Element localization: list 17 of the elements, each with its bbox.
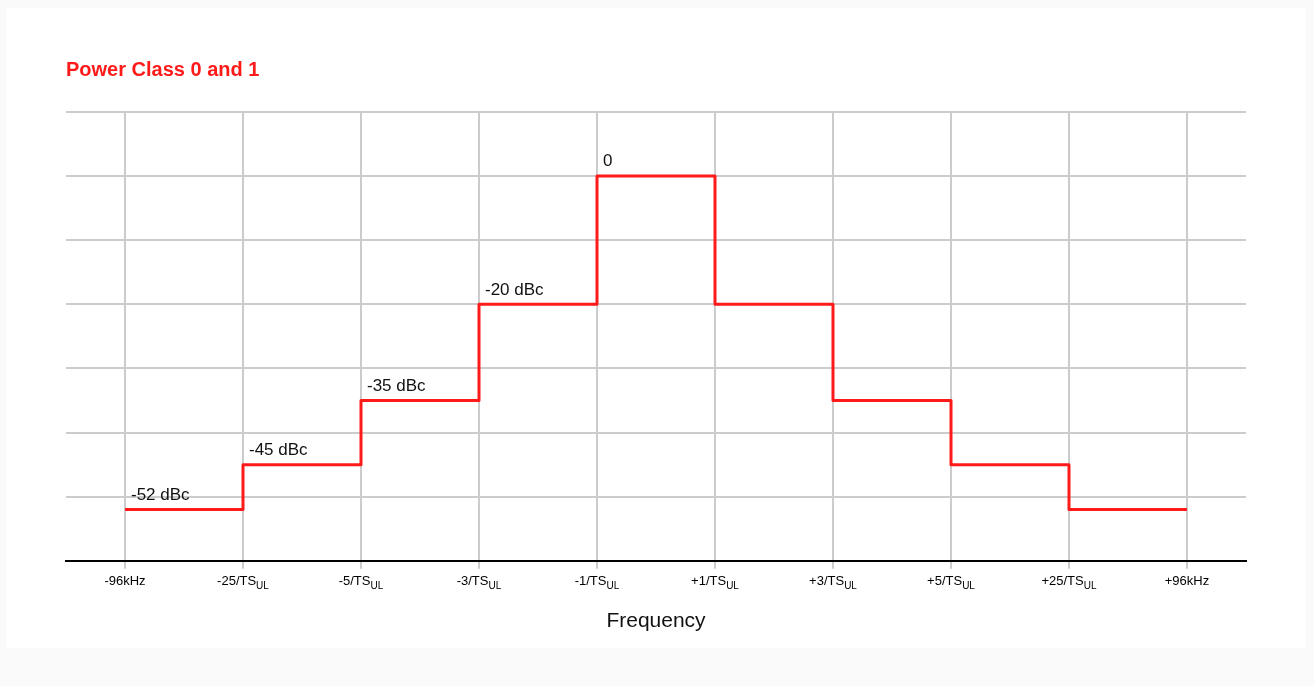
x-tick-label: -1/TS$_{UL}$: [574, 572, 620, 591]
data-label: -35 dBc: [367, 375, 427, 395]
x-tick-label: +3/TS$_{UL}$: [809, 572, 857, 591]
data-label: -20 dBc: [485, 279, 545, 299]
x-axis-title: Frequency: [606, 608, 707, 632]
x-tick-label: -3/TS$_{UL}$: [456, 572, 502, 591]
data-label: -52 dBc: [131, 484, 191, 504]
x-tick-label: +25/TS$_{UL}$: [1041, 572, 1097, 591]
data-label: -45 dBc: [249, 439, 309, 459]
x-tick-label: -96kHz: [104, 572, 146, 588]
x-tick-label: -25/TS$_{UL}$: [217, 572, 269, 591]
data-label: 0: [603, 151, 613, 171]
x-tick-label: +96kHz: [1164, 572, 1210, 588]
x-tick-label: -5/TS$_{UL}$: [338, 572, 384, 591]
x-tick-label: +1/TS$_{UL}$: [691, 572, 739, 591]
x-tick-label: +5/TS$_{UL}$: [927, 572, 975, 591]
chart-title: Power Class 0 and 1: [66, 57, 260, 80]
